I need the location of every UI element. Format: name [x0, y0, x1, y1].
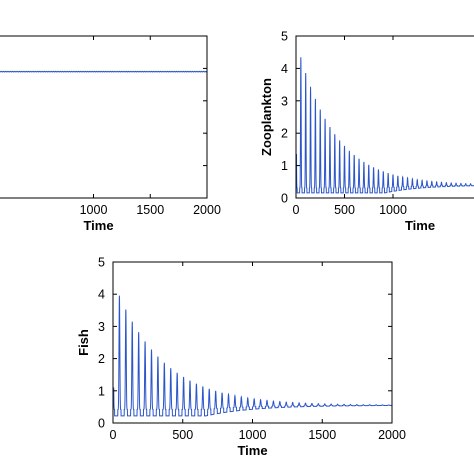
x-tick-label: 1500	[136, 203, 164, 217]
y-axis-title: Zooplankton	[259, 78, 274, 156]
y-tick-label: 2	[98, 352, 105, 366]
chart-panel-bottom: 0 500 1000 1500 2000 0 1 2 3 4 5 Time Fish	[76, 256, 406, 459]
x-tick-label: 0	[293, 203, 300, 217]
x-tick-label: 1000	[80, 203, 108, 217]
x-tick-label: 1500	[308, 428, 336, 442]
y-tick-label: 3	[98, 320, 105, 334]
y-tick-label: 3	[281, 94, 288, 108]
x-tick-label: 1000	[379, 203, 407, 217]
plot-frame	[295, 35, 474, 199]
series-line-top-left	[0, 70, 208, 73]
y-tick-label: 4	[281, 62, 288, 76]
chart-panel-top-left: 00100015002000Time	[0, 35, 221, 233]
x-tick-label: 500	[172, 428, 193, 442]
x-tick-label: 500	[334, 203, 355, 217]
series-line-top-right	[295, 57, 474, 194]
x-tick-label: 2000	[378, 428, 406, 442]
x-axis-title: Time	[237, 443, 267, 458]
plot-frame	[0, 35, 208, 199]
y-tick-label: 0	[98, 417, 105, 431]
x-tick-label: 2000	[193, 203, 221, 217]
y-tick-label: 0	[281, 192, 288, 206]
y-tick-label: 5	[281, 30, 288, 44]
y-tick-label: 5	[98, 256, 105, 270]
y-axis-title: Fish	[76, 329, 91, 356]
y-tick-label: 1	[281, 159, 288, 173]
plot-frame	[112, 261, 393, 424]
x-tick-label: 0	[110, 428, 117, 442]
x-axis-title: Time	[83, 218, 113, 233]
y-tick-label: 1	[98, 384, 105, 398]
chart-panel-top-right: 0 500 1000 0 1 2 3 4 5 Time Zooplankton	[259, 30, 474, 233]
x-axis-title: Time	[405, 218, 435, 233]
y-tick-label: 4	[98, 288, 105, 302]
x-tick-label: 1000	[239, 428, 267, 442]
y-tick-label: 2	[281, 127, 288, 141]
series-line-bottom	[113, 295, 392, 417]
